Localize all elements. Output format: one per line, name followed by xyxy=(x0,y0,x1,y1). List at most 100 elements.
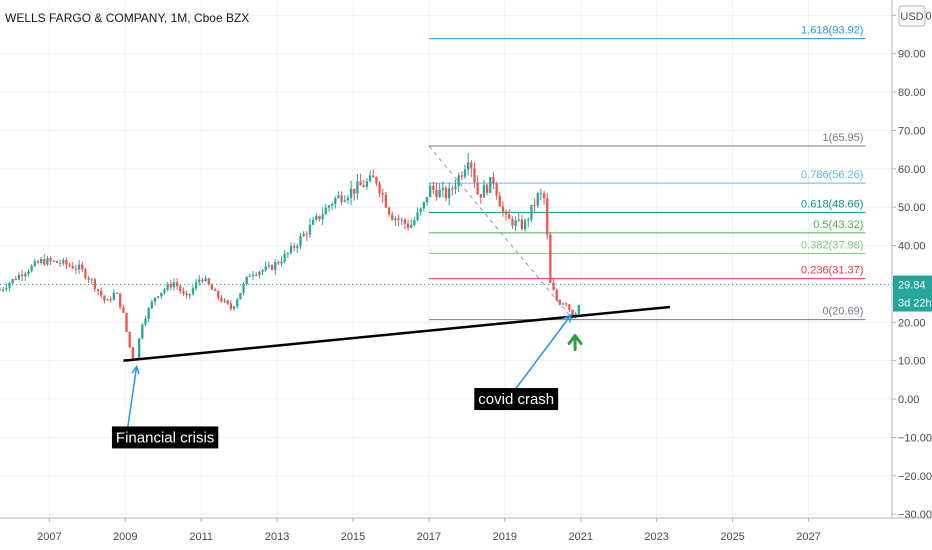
candle-body xyxy=(201,279,204,282)
candle-body xyxy=(372,175,375,178)
candle-body xyxy=(144,318,147,325)
time-tick-label: 2027 xyxy=(796,531,820,543)
candle-body xyxy=(356,181,359,194)
support-trendline[interactable] xyxy=(123,305,671,362)
candle-body xyxy=(546,198,549,235)
candle-body xyxy=(451,188,454,190)
annotation-arrowhead xyxy=(131,364,140,375)
candle-body xyxy=(429,185,432,198)
drawn-lines[interactable] xyxy=(0,145,892,362)
candle-body xyxy=(482,185,486,198)
candle-body xyxy=(258,271,261,275)
annotations[interactable]: Financial crisis covid crash xyxy=(111,313,583,449)
candle-body xyxy=(100,291,103,296)
price-tick-label: −10.00 xyxy=(898,432,932,444)
candle-body xyxy=(62,259,65,264)
candle-body xyxy=(337,195,340,199)
candle-body xyxy=(125,312,128,332)
candle-body xyxy=(106,299,109,301)
candle-body xyxy=(232,306,236,309)
candle-body xyxy=(204,278,207,282)
candle-body xyxy=(504,211,508,215)
candle-body xyxy=(353,188,356,194)
candle-body xyxy=(530,204,533,220)
candle-body xyxy=(403,219,407,224)
candle-body xyxy=(52,260,55,262)
candle-body xyxy=(365,181,369,187)
candle-body xyxy=(536,193,539,206)
candle-body xyxy=(251,274,255,276)
countdown-value: 3d 22h xyxy=(898,298,932,310)
candle-body xyxy=(90,279,93,281)
candle-body xyxy=(441,187,444,190)
candle-body xyxy=(160,292,163,297)
time-axis[interactable]: 2007 2009 2011 2013 2015 2017 2019 2021 2023 2025… xyxy=(0,517,932,550)
candle-body xyxy=(473,168,476,183)
candle-body xyxy=(49,258,52,261)
candle-body xyxy=(229,303,233,309)
candle-body xyxy=(172,282,176,288)
candle-body xyxy=(432,185,435,190)
price-tick-label: 50.00 xyxy=(898,202,926,214)
last-price-badge xyxy=(893,275,932,294)
annotation-callout[interactable]: covid crash xyxy=(474,313,573,411)
price-tick-label: 0.00 xyxy=(898,394,919,406)
candle-body xyxy=(77,264,81,270)
candle-body xyxy=(391,214,394,220)
candle-body xyxy=(359,181,362,186)
candle-body xyxy=(324,207,327,215)
price-axis[interactable]: 100.0090.0080.0070.0060.0050.0040.0030.0… xyxy=(891,0,932,550)
fib-level-label: 0.382(37.98) xyxy=(801,239,863,251)
candle-body xyxy=(381,193,384,195)
candle-body xyxy=(128,331,131,348)
candle-body xyxy=(368,175,372,182)
time-tick-label: 2021 xyxy=(569,531,593,543)
fib-level-label: 0.618(48.66) xyxy=(801,198,863,210)
currency-button[interactable]: USD xyxy=(898,5,926,27)
candle-body xyxy=(527,219,530,221)
candle-body xyxy=(492,177,495,184)
fib-level-label: 1(65.95) xyxy=(822,132,863,144)
candle-body xyxy=(460,175,463,177)
fibonacci-retracement[interactable]: 1.618(93.92) 1(65.95) 0.786(56.26) 0.618(48… xyxy=(428,25,866,321)
candle-body xyxy=(346,197,350,201)
currency-label: USD xyxy=(900,11,923,23)
price-tick-label: 10.00 xyxy=(898,356,926,368)
candle-body xyxy=(46,258,49,265)
time-tick-label: 2007 xyxy=(37,531,61,543)
candle-body xyxy=(11,278,14,284)
candle-body xyxy=(542,193,546,199)
price-axis-bg xyxy=(892,0,932,550)
candle-body xyxy=(485,185,489,193)
candle-body xyxy=(194,282,198,289)
candle-body xyxy=(394,218,397,220)
candle-body xyxy=(68,264,71,266)
candle-body xyxy=(147,308,150,319)
candle-body xyxy=(413,220,416,225)
candle-body xyxy=(112,292,116,300)
candle-body xyxy=(217,290,220,298)
candle-body xyxy=(17,274,21,280)
time-axis-bg xyxy=(0,518,932,550)
up-arrow-icon[interactable] xyxy=(567,333,583,351)
candle-body xyxy=(210,284,214,290)
candle-body xyxy=(308,224,312,235)
fib-trend-line[interactable] xyxy=(428,145,574,320)
candle-body xyxy=(223,300,226,302)
candle-body xyxy=(286,253,289,255)
candle-body xyxy=(131,347,134,359)
time-tick-label: 2017 xyxy=(417,531,441,543)
last-price-value: 29.84 xyxy=(898,280,926,292)
candle-body xyxy=(489,177,492,193)
annotation-callout[interactable]: Financial crisis xyxy=(111,364,219,449)
candle-body xyxy=(122,307,125,313)
candle-body xyxy=(568,304,571,310)
candle-body xyxy=(81,264,84,270)
candle-body xyxy=(21,274,24,277)
candle-body xyxy=(296,246,299,248)
candle-body xyxy=(565,303,568,305)
fib-level-label: 0.236(31.37) xyxy=(801,265,863,277)
candle-body xyxy=(362,185,365,187)
candle-body xyxy=(179,286,182,292)
